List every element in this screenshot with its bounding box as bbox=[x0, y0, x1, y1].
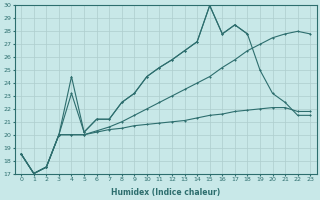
X-axis label: Humidex (Indice chaleur): Humidex (Indice chaleur) bbox=[111, 188, 220, 197]
